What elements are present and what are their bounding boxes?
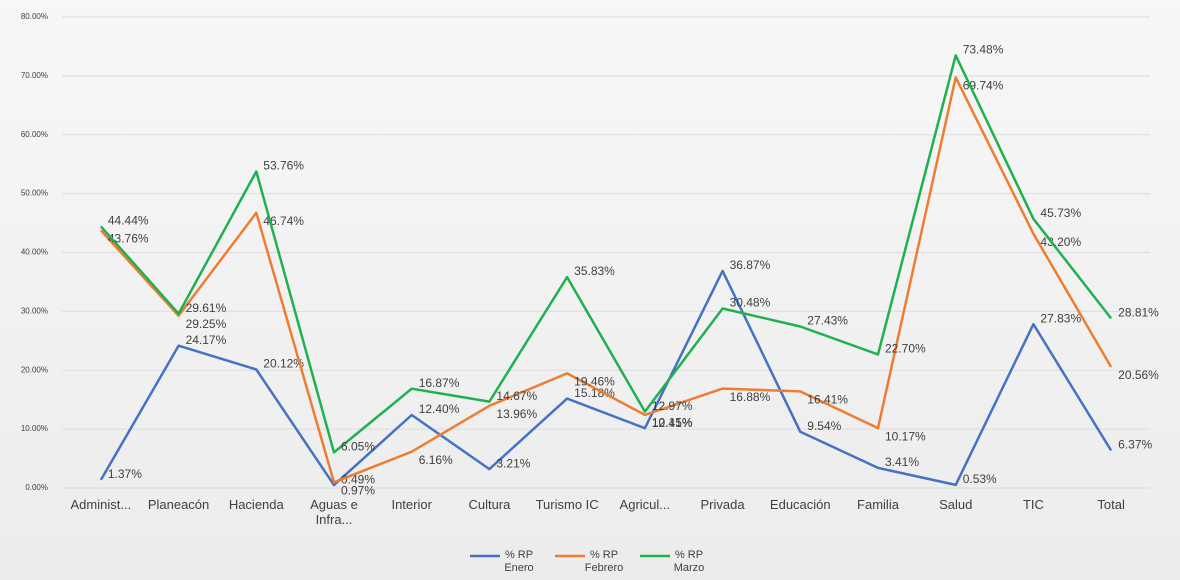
data-label: 28.81% [1118, 306, 1159, 320]
line-series [99, 269, 1113, 487]
y-tick-label: 10.00% [21, 424, 48, 433]
data-label: 73.48% [963, 43, 1004, 57]
data-label: 30.48% [730, 296, 771, 310]
data-label: 0.53% [963, 472, 997, 486]
data-label: 16.87% [419, 376, 460, 390]
x-tick-label: Hacienda [228, 497, 284, 512]
legend-label: % RP Enero [504, 549, 534, 574]
data-label: 43.20% [1040, 235, 1081, 249]
data-label: 22.70% [885, 342, 926, 356]
legend-label: % RP Marzo [673, 549, 705, 574]
data-label: 36.87% [730, 258, 771, 272]
line-series [99, 54, 1113, 454]
data-label: 10.17% [885, 429, 926, 443]
data-label: 27.83% [1040, 311, 1081, 325]
data-label: 29.25% [186, 317, 227, 331]
data-label: 15.18% [574, 386, 615, 400]
x-tick-label: Privada [700, 497, 745, 512]
data-label: 35.83% [574, 264, 615, 278]
data-label: 45.73% [1040, 206, 1081, 220]
data-label: 1.37% [108, 467, 142, 481]
x-tick-label: Salud [939, 497, 973, 512]
x-tick-label: Familia [857, 497, 899, 512]
data-label: 16.41% [807, 393, 848, 407]
y-tick-label: 40.00% [21, 248, 48, 257]
x-tick-label: Interior [391, 497, 432, 512]
data-label: 3.21% [496, 456, 530, 470]
x-tick-label: Administ... [70, 497, 132, 512]
x-tick-label: TIC [1022, 497, 1044, 512]
data-label: 3.41% [885, 455, 919, 469]
y-tick-label: 60.00% [21, 130, 48, 139]
line-series [99, 76, 1113, 484]
y-tick-label: 0.00% [25, 483, 48, 492]
y-tick-label: 30.00% [21, 306, 48, 315]
data-label: 0.97% [341, 483, 375, 497]
data-label: 19.46% [574, 375, 615, 389]
x-tick-label: Planeacón [147, 497, 210, 512]
x-tick-label: Educación [769, 497, 831, 512]
data-label: 6.05% [341, 440, 375, 454]
data-label: 10.15% [652, 415, 693, 429]
y-tick-label: 80.00% [21, 12, 48, 21]
legend-label: % RP Febrero [584, 549, 624, 574]
y-tick-label: 20.00% [21, 365, 48, 374]
data-label: 16.88% [730, 390, 771, 404]
data-label: 20.12% [263, 357, 304, 371]
x-tick-label: Aguas e Infra... [310, 497, 358, 527]
data-label: 12.97% [652, 399, 693, 413]
data-label: 44.44% [108, 214, 149, 228]
x-tick-label: Turismo IC [535, 497, 599, 512]
data-label: 13.96% [496, 407, 537, 421]
data-label: 12.41% [652, 416, 693, 430]
x-tick-label: Cultura [468, 497, 511, 512]
data-label: 6.37% [1118, 438, 1152, 452]
data-label: 12.40% [419, 402, 460, 416]
data-label: 14.67% [496, 389, 537, 403]
data-label: 29.61% [186, 301, 227, 315]
data-label: 27.43% [807, 314, 848, 328]
x-tick-label: Total [1097, 497, 1125, 512]
data-label: 24.17% [186, 333, 227, 347]
data-label: 6.16% [419, 453, 453, 467]
x-tick-label: Agricul... [619, 497, 671, 512]
data-label: 46.74% [263, 214, 304, 228]
data-label: 9.54% [807, 419, 841, 433]
y-tick-label: 50.00% [21, 189, 48, 198]
data-label: 20.56% [1118, 368, 1159, 382]
y-tick-label: 70.00% [21, 71, 48, 80]
data-label: 53.76% [263, 159, 304, 173]
data-label: 43.76% [108, 232, 149, 246]
